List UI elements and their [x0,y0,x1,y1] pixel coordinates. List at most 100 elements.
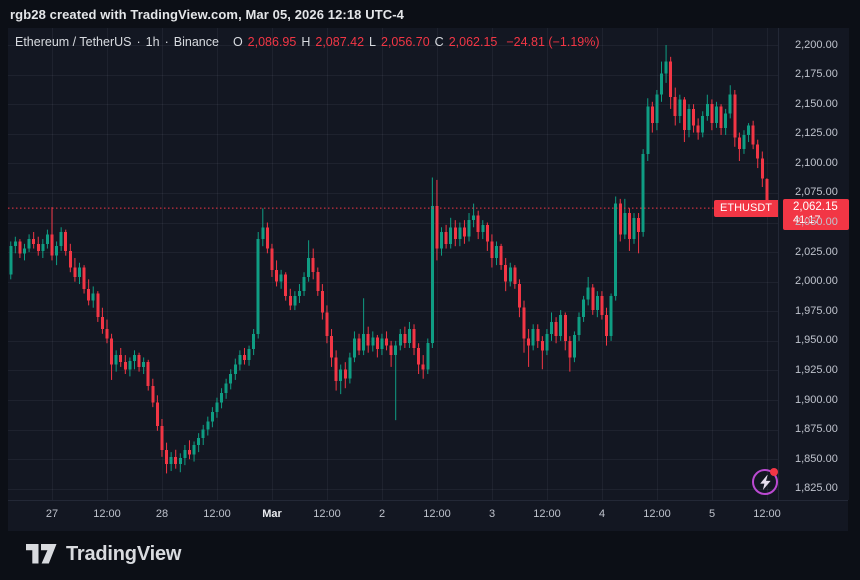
candle [252,333,256,350]
chart-pane[interactable]: Ethereum / TetherUS · 1h · Binance O 2,08… [8,28,778,500]
x-axis-label: 12:00 [643,508,671,520]
candle [490,241,494,259]
tradingview-logo-text: TradingView [66,542,182,565]
candle [311,258,315,273]
candle [637,217,641,232]
x-axis-label: 4 [598,508,606,520]
close-value: 2,062.15 [448,35,498,49]
candle [481,224,485,232]
snapshot-watermark-bar: rgb28 created with TradingView.com, Mar … [10,0,404,28]
candle [394,345,398,356]
candle [513,267,517,285]
candle [77,267,81,277]
price-axis[interactable]: 2,062.15 41:17 2,200.00 2,175.00 2,150.00 2… [778,28,849,500]
chart-legend: Ethereum / TetherUS · 1h · Binance O 2,08… [15,35,600,49]
candle [756,144,760,159]
candle [765,178,769,209]
notification-dot [770,468,778,476]
y-axis-label: 1,850.00 [795,452,838,465]
candle [174,456,178,464]
candle [105,329,109,339]
candle [385,338,389,346]
y-axis-label: 1,825.00 [795,482,838,495]
candle [403,333,407,344]
candle [531,329,535,346]
candle [577,317,581,335]
candle [407,329,411,344]
candle [119,355,123,363]
candle [609,295,613,337]
candle [151,385,155,403]
candle [421,364,425,370]
candle [453,227,457,240]
candle [705,104,709,116]
candle [605,314,608,337]
candle [751,125,755,145]
candle [641,153,645,232]
y-axis-label: 2,050.00 [795,216,838,229]
candle [187,449,191,455]
tradingview-logo[interactable]: TradingView [26,543,181,566]
candle [220,392,224,403]
candle [467,220,471,237]
candle [375,337,379,350]
candle [64,231,68,251]
candle [728,94,732,114]
candle [325,312,329,337]
candle [32,239,36,244]
x-axis-label: 28 [155,508,169,520]
candle [27,239,31,249]
candle [747,125,751,135]
candle [114,355,118,365]
candle [169,456,173,464]
candle [206,421,210,430]
symbol-title[interactable]: Ethereum / TetherUS [15,35,132,49]
candle [59,231,63,247]
candle [23,248,26,254]
x-axis-label: 5 [708,508,716,520]
y-axis-label: 1,875.00 [795,423,838,436]
lightning-button[interactable] [752,468,778,495]
candle [527,338,531,346]
y-axis-label: 2,000.00 [795,275,838,288]
candle [714,106,718,124]
snapshot-watermark-text: rgb28 created with TradingView.com, Mar … [10,6,404,22]
candle [160,426,164,450]
interval-label[interactable]: 1h [145,35,160,49]
candle [96,293,100,318]
lightning-icon [759,474,771,490]
candle [417,347,421,365]
candle [82,267,86,289]
candle [545,333,549,351]
candle [233,364,237,375]
candle [618,203,622,235]
candle [339,369,343,382]
candle [256,239,260,334]
bar-countdown: 41:17 [793,214,821,227]
candle [330,336,334,358]
exchange-label[interactable]: Binance [173,35,219,49]
candle [389,345,393,356]
change-value: −24.81 (−1.19%) [506,35,600,49]
candle [155,402,159,427]
candle [572,334,576,358]
candle [582,299,586,318]
candle [334,357,338,382]
candle [435,205,439,249]
time-axis[interactable]: 27 12:00 28 12:00 Mar 12:00 2 12:00 3 12:00 4 12:00… [8,500,848,531]
candle [132,355,136,361]
candle [462,227,466,237]
candle [270,248,274,270]
candle [458,227,462,240]
tradingview-logo-icon [26,544,57,564]
candle [224,383,228,393]
last-price-value: 2,062.15 [793,201,838,214]
candle [293,295,297,306]
candle [238,355,242,365]
candle [215,402,219,412]
candle [760,158,764,179]
candle [343,369,347,379]
y-axis-label: 2,175.00 [795,68,838,81]
candle [165,449,169,464]
candle [449,227,453,244]
